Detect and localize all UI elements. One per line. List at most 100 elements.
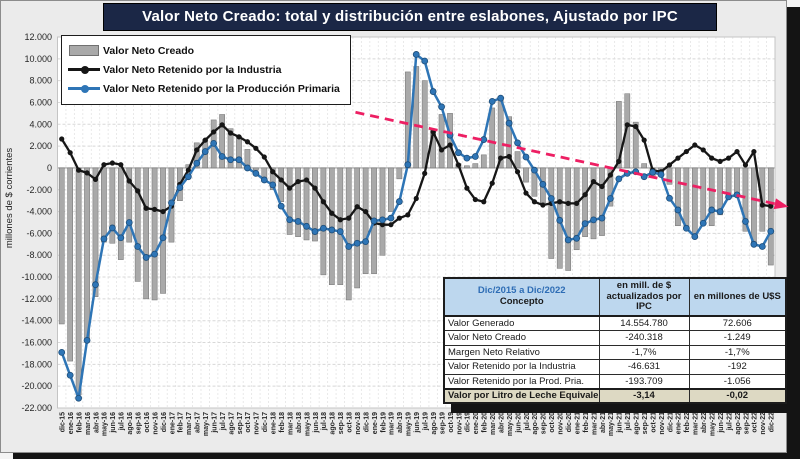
industria-marker (438, 147, 445, 153)
bar-valor-neto-creado (767, 167, 774, 266)
industria-marker (194, 147, 200, 153)
y-tick-label: -2.000 (26, 185, 52, 195)
industria-marker (540, 202, 546, 208)
x-tick-label: jun-22 (718, 412, 725, 434)
x-tick-label: ago-17 (228, 412, 235, 435)
industria-marker (236, 134, 242, 140)
y-tick-label: -10.000 (21, 272, 52, 282)
bar-valor-neto-creado (734, 167, 740, 196)
industria-marker (202, 137, 208, 143)
industria-marker (717, 158, 723, 164)
bar-valor-neto-creado (269, 167, 276, 191)
y-tick-label: -22.000 (21, 403, 52, 413)
bar-valor-neto-creado (506, 116, 512, 169)
primaria-marker (649, 168, 657, 176)
x-tick-label: mar-16 (85, 412, 92, 435)
bar-valor-neto-creado (464, 165, 470, 169)
bar-valor-neto-creado (219, 114, 225, 169)
bar-valor-neto-creado (345, 167, 352, 301)
x-tick-label: abr-21 (600, 412, 607, 433)
industria-marker (76, 167, 82, 173)
x-tick-label: may-19 (406, 412, 413, 436)
primaria-marker (235, 156, 243, 164)
industria-marker (135, 188, 141, 194)
industria-marker (253, 145, 259, 151)
industria-marker (363, 208, 369, 215)
primaria-marker (573, 234, 581, 242)
line-marker-swatch-icon (68, 84, 100, 93)
primaria-marker (412, 51, 420, 58)
bar-valor-neto-creado (84, 167, 90, 342)
x-tick-label: nov-21 (659, 412, 666, 435)
x-tick-label: oct-19 (448, 412, 455, 433)
bar-valor-neto-creado (480, 154, 487, 169)
primaria-marker (708, 206, 716, 214)
x-tick-label: feb-22 (684, 412, 691, 433)
primaria-marker (606, 195, 614, 202)
x-tick-label: dic-17 (262, 412, 269, 432)
x-tick-label: mar-18 (287, 412, 294, 435)
legend-item: Valor Neto Retenido por la Producción Pr… (68, 79, 344, 98)
primaria-marker (463, 154, 471, 162)
x-tick-label: dic-21 (667, 412, 674, 432)
summary-table-row: Valor Retenido por la Industria -46.631 -1… (443, 359, 787, 375)
y-tick-label: -8.000 (26, 250, 52, 260)
bar-valor-neto-creado (303, 167, 310, 241)
x-tick-label: ago-19 (431, 412, 438, 435)
primaria-marker (244, 164, 251, 172)
bar-valor-neto-creado (548, 167, 555, 259)
primaria-marker (488, 97, 496, 105)
primaria-marker (336, 228, 344, 235)
table-cell-label: Margen Neto Relativo (443, 344, 600, 360)
primaria-marker (370, 217, 378, 225)
table-cell-label: Valor Retenido por la Industria (443, 359, 600, 375)
x-tick-label: oct-16 (144, 412, 151, 433)
bar-valor-neto-creado (354, 167, 361, 289)
primaria-marker (767, 227, 775, 235)
industria-marker (118, 162, 124, 168)
industria-marker (388, 222, 394, 228)
industria-marker (59, 136, 65, 142)
primaria-marker (125, 219, 133, 226)
primaria-marker (286, 216, 294, 224)
primaria-marker (666, 194, 673, 202)
x-tick-label: ene-20 (473, 412, 480, 434)
table-cell-label: Valor Retenido por la Prod. Pria. (443, 373, 600, 389)
industria-marker (759, 202, 765, 208)
x-tick-label: jul-16 (119, 412, 126, 431)
x-tick-label: ago-20 (532, 412, 539, 435)
industria-marker (607, 172, 613, 178)
legend-label: Valor Neto Creado (103, 44, 195, 57)
bar-valor-neto-creado (337, 167, 344, 285)
industria-marker (464, 185, 470, 191)
x-tick-label: ene-19 (372, 412, 379, 434)
x-tick-label: oct-22 (752, 412, 759, 433)
header-range: Dic/2015 a Dic/2022 (477, 285, 566, 297)
primaria-marker (505, 119, 513, 127)
primaria-marker (218, 153, 226, 160)
bar-swatch-icon (68, 45, 100, 56)
table-cell-ipc: -193.709 (598, 373, 690, 389)
primaria-marker (682, 224, 690, 232)
industria-marker (700, 147, 706, 153)
summary-table-header-row: Dic/2015 a Dic/2022 Concepto en mill. de… (443, 277, 787, 317)
plot-border (57, 36, 776, 409)
industria-marker (531, 199, 538, 205)
primaria-marker (531, 166, 538, 174)
industria-marker (185, 167, 191, 173)
x-tick-label: oct-18 (347, 412, 354, 433)
primaria-marker (168, 199, 175, 207)
industria-marker (320, 199, 326, 205)
industria-marker (92, 176, 99, 182)
x-tick-label: mar-20 (490, 412, 497, 435)
industria-marker (624, 122, 630, 128)
industria-marker (742, 162, 749, 168)
industria-marker (354, 204, 360, 210)
table-cell-ipc: -46.631 (598, 359, 690, 375)
bar-valor-neto-creado (396, 167, 403, 180)
table-cell-usd: -1,7% (688, 344, 787, 360)
industria-marker (219, 122, 225, 128)
primaria-marker (83, 336, 91, 344)
primaria-marker (387, 214, 395, 222)
x-tick-label: jul-17 (220, 412, 227, 431)
